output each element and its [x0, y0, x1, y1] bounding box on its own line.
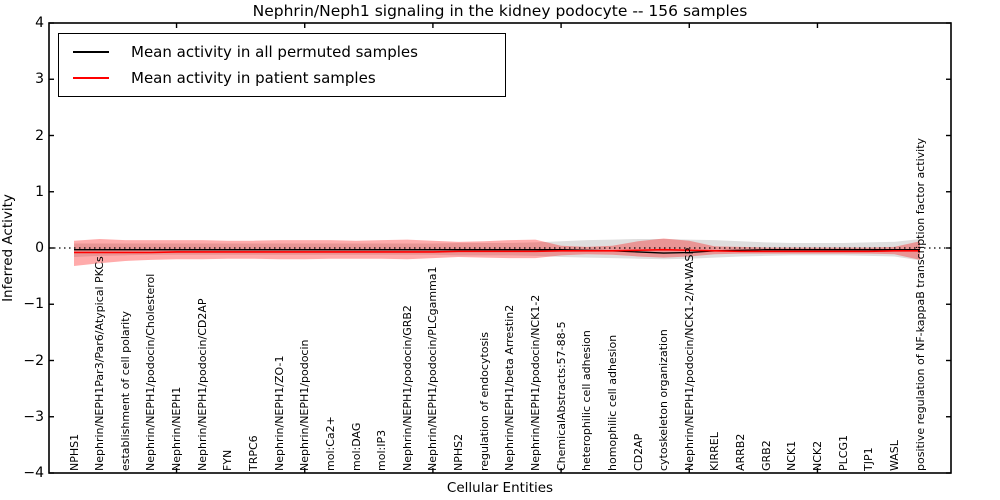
x-category-label: Nephrin/NEPH1/beta Arrestin2 [503, 304, 517, 471]
patient-mean-line [74, 248, 920, 254]
x-category-label: establishment of cell polarity [118, 310, 132, 471]
y-tick-label: −3 [23, 408, 44, 425]
legend-label-patient: Mean activity in patient samples [131, 69, 376, 88]
x-category-label: mol:Ca2+ [323, 416, 337, 471]
x-category-label: Nephrin/NEPH1/podocin/CD2AP [195, 298, 209, 471]
x-category-label: Nephrin/NEPH1 [170, 386, 184, 471]
legend-entry-patient: Mean activity in patient samples [59, 69, 505, 87]
y-tick-label: −2 [23, 352, 44, 369]
x-category-label: CD2AP [631, 433, 645, 471]
patient-line-swatch [73, 77, 109, 80]
x-category-label: cytoskeleton organization [657, 329, 671, 471]
x-category-label: heterophilic cell adhesion [580, 330, 594, 471]
x-category-label: WASL [887, 440, 901, 471]
x-category-label: Nephrin/NEPH1/podocin/PLCgamma1 [426, 266, 440, 471]
x-category-label: PLCG1 [836, 435, 850, 471]
x-category-label: NPHS1 [67, 433, 81, 471]
permuted-mean-line [74, 249, 920, 254]
x-category-label: homophilic cell adhesion [605, 334, 619, 471]
x-category-label: TRPC6 [246, 435, 260, 471]
x-category-label: NPHS2 [452, 433, 466, 471]
x-category-label: NCK2 [810, 440, 824, 471]
x-category-label: TJP1 [862, 447, 876, 471]
x-category-label: mol:IP3 [375, 429, 389, 471]
y-tick-label: −4 [23, 465, 44, 481]
x-category-label: FYN [221, 449, 235, 471]
x-category-label: Nephrin/NEPH1/podocin/GRB2 [400, 305, 414, 471]
x-category-label: mol:DAG [349, 422, 363, 471]
x-category-label: Nephrin/NEPH1/ZO-1 [272, 355, 286, 471]
x-category-label: ChemicalAbstracts:57-88-5 [554, 321, 568, 471]
legend: Mean activity in all permuted samples Me… [58, 33, 506, 97]
chart-title: Nephrin/Neph1 signaling in the kidney po… [252, 2, 748, 20]
patient-band [74, 238, 920, 266]
permuted-line-swatch [73, 50, 109, 53]
y-tick-label: 1 [35, 183, 44, 200]
x-category-label: Nephrin/NEPH1/podocin/NCK1-2 [528, 294, 542, 471]
x-category-label: Nephrin/NEPH1/podocin/NCK1-2/N-WASP [682, 247, 696, 471]
x-category-label: Nephrin/NEPH1/podocin [298, 339, 312, 472]
y-tick-label: −1 [23, 296, 44, 313]
x-category-label: ARRB2 [734, 433, 748, 471]
legend-label-permuted: Mean activity in all permuted samples [131, 42, 418, 61]
y-tick-label: 2 [35, 127, 44, 144]
x-category-label: regulation of endocytosis [477, 331, 491, 471]
y-tick-label: 4 [35, 15, 44, 31]
x-category-label: Nephrin/NEPH1/podocin/Cholesterol [144, 273, 158, 471]
x-category-label: positive regulation of NF-kappaB transcr… [913, 137, 927, 471]
x-category-label: GRB2 [759, 440, 773, 471]
y-tick-label: 3 [35, 71, 44, 88]
x-category-label: KIRREL [708, 432, 722, 471]
y-tick-label: 0 [35, 240, 44, 256]
x-category-label: Nephrin/NEPH1Par3/Par6/Atypical PKCs [93, 256, 107, 471]
x-axis-label: Cellular Entities [446, 480, 554, 496]
x-category-label: NCK1 [785, 440, 799, 471]
legend-entry-permuted: Mean activity in all permuted samples [59, 43, 505, 61]
